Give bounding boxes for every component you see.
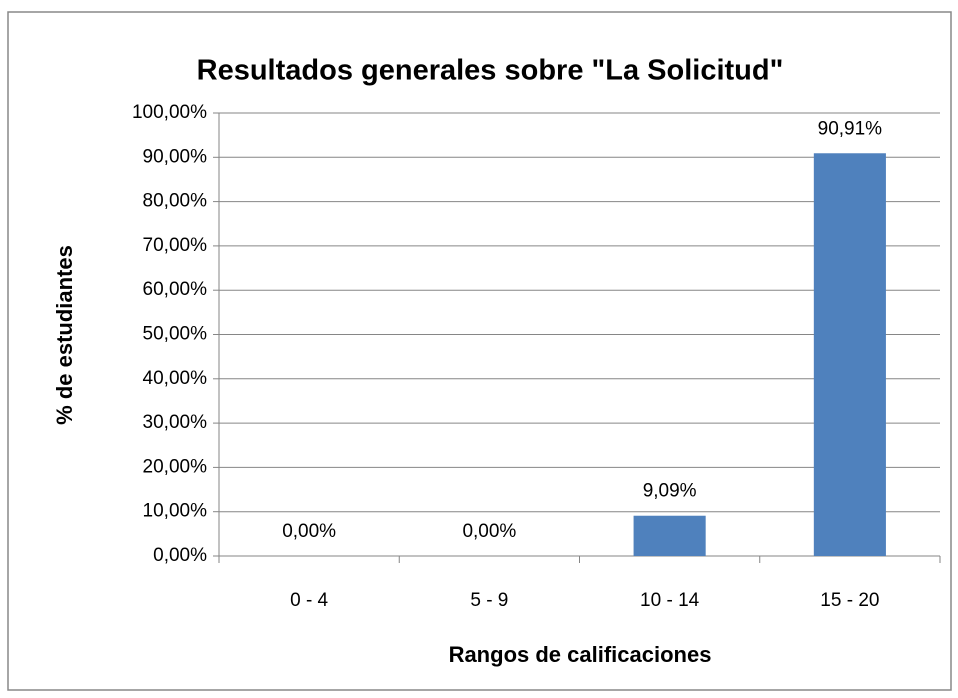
x-tick-label: 10 - 14 [640, 590, 700, 611]
y-tick-label: 90,00% [143, 146, 208, 167]
bar [813, 153, 886, 556]
y-tick-label: 30,00% [143, 412, 208, 433]
x-tick-label: 15 - 20 [820, 590, 879, 611]
data-label: 90,91% [818, 118, 883, 139]
chart-border [7, 11, 952, 691]
y-tick-label: 40,00% [143, 368, 208, 389]
y-tick-label: 20,00% [143, 456, 208, 477]
y-tick-label: 80,00% [143, 191, 208, 212]
y-tick-label: 70,00% [143, 235, 208, 256]
y-tick-label: 10,00% [143, 501, 208, 522]
y-tick-label: 100,00% [132, 102, 207, 123]
data-label: 0,00% [282, 521, 336, 542]
x-tick-label: 5 - 9 [470, 590, 508, 611]
y-tick-label: 50,00% [143, 324, 208, 345]
bar [633, 515, 706, 556]
x-axis-title: Rangos de calificaciones [449, 642, 712, 667]
x-tick-label: 0 - 4 [290, 590, 328, 611]
data-label: 0,00% [462, 521, 516, 542]
chart-title: Resultados generales sobre "La Solicitud… [197, 55, 784, 87]
y-tick-label: 60,00% [143, 279, 208, 300]
y-axis-title: % de estudiantes [52, 245, 77, 425]
y-tick-label: 0,00% [153, 545, 207, 566]
data-label: 9,09% [643, 481, 697, 502]
